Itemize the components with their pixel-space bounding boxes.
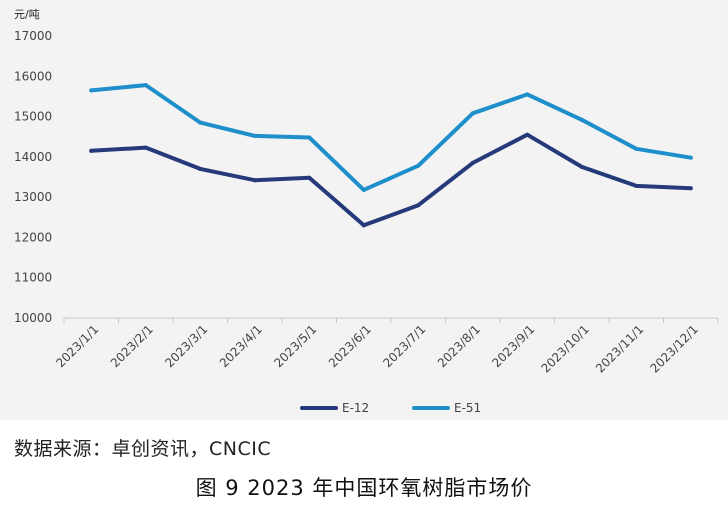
x-tick-label: 2023/6/1 (326, 322, 374, 370)
legend-label: E-51 (454, 401, 481, 415)
data-point (252, 178, 257, 183)
data-point (634, 146, 639, 151)
x-tick-label: 2023/2/1 (108, 322, 156, 370)
data-point (252, 133, 257, 138)
data-point (89, 148, 94, 153)
x-tick-label: 2023/1/1 (53, 322, 101, 370)
series-line-E-51 (89, 83, 693, 192)
series-line-E-12 (89, 132, 693, 228)
data-point (198, 166, 203, 171)
data-point (89, 88, 94, 93)
x-tick-label: 2023/12/1 (647, 322, 700, 375)
y-tick-label: 14000 (14, 150, 52, 164)
data-point (361, 187, 366, 192)
y-tick-label: 16000 (14, 69, 52, 83)
data-point (143, 145, 148, 150)
line-chart: 元/吨 10000 11000 12000 13000 14000 15000 16000 17… (14, 8, 719, 415)
x-tick-label: 2023/11/1 (593, 322, 646, 375)
data-point (525, 92, 530, 97)
x-tick-label: 2023/5/1 (271, 322, 319, 370)
x-tick-label: 2023/9/1 (489, 322, 537, 370)
x-tick-label: 2023/10/1 (538, 322, 591, 375)
chart-panel: 元/吨 10000 11000 12000 13000 14000 15000 16000 17… (0, 0, 728, 420)
data-point (470, 160, 475, 165)
y-tick-label: 15000 (14, 110, 52, 124)
data-point (525, 132, 530, 137)
data-point (688, 155, 693, 160)
data-point (579, 164, 584, 169)
data-point (307, 135, 312, 140)
data-point (470, 111, 475, 116)
data-point (634, 183, 639, 188)
x-tick-label: 2023/3/1 (162, 322, 210, 370)
legend-label: E-12 (342, 401, 369, 415)
x-tick-label: 2023/8/1 (435, 322, 483, 370)
data-point (307, 175, 312, 180)
data-point (198, 120, 203, 125)
x-tick-label: 2023/7/1 (380, 322, 428, 370)
data-point (579, 117, 584, 122)
y-tick-label: 11000 (14, 271, 52, 285)
y-axis-unit-label: 元/吨 (14, 8, 40, 21)
y-tick-label: 13000 (14, 190, 52, 204)
source-note: 数据来源：卓创资讯，CNCIC (14, 438, 272, 460)
data-point (416, 163, 421, 168)
y-tick-label: 10000 (14, 311, 52, 325)
data-point (143, 83, 148, 88)
x-tick-label: 2023/4/1 (217, 322, 265, 370)
y-tick-label: 12000 (14, 230, 52, 244)
data-point (361, 223, 366, 228)
y-tick-label: 17000 (14, 29, 52, 43)
figure-caption: 图 9 2023 年中国环氧树脂市场价 (195, 476, 533, 500)
data-point (416, 203, 421, 208)
data-point (688, 186, 693, 191)
